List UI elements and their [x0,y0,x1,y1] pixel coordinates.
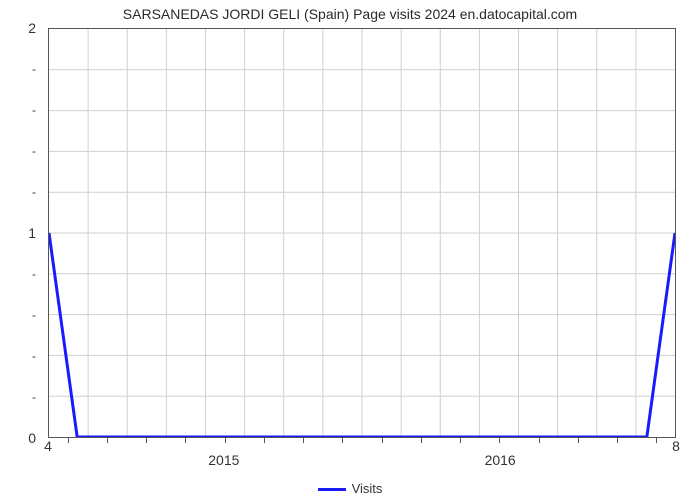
x-minor-tick [617,438,618,443]
grid-group [49,29,675,437]
x-minor-tick [656,438,657,443]
x-range-right: 8 [672,438,680,454]
x-minor-tick [107,438,108,443]
x-tick-label: 2015 [208,452,239,468]
x-tick-label: 2016 [485,452,516,468]
y-minor-tick: - [32,62,36,76]
y-minor-tick: - [32,103,36,117]
y-minor-tick: - [32,144,36,158]
x-minor-tick [146,438,147,443]
y-minor-tick: - [32,349,36,363]
legend-swatch [318,488,346,491]
plot-area [48,28,676,438]
y-axis-labels: 012-------- [0,28,40,438]
x-minor-tick [460,438,461,443]
x-minor-tick [499,438,500,443]
x-minor-tick [68,438,69,443]
legend: Visits [0,481,700,496]
x-minor-tick [225,438,226,443]
x-minor-tick [342,438,343,443]
x-minor-tick [578,438,579,443]
legend-label: Visits [352,481,383,496]
plot-svg [49,29,675,437]
chart-title: SARSANEDAS JORDI GELI (Spain) Page visit… [0,6,700,22]
x-minor-tick [421,438,422,443]
y-tick-label: 1 [28,225,36,241]
x-minor-tick [303,438,304,443]
x-minor-tick [539,438,540,443]
y-minor-tick: - [32,185,36,199]
y-minor-tick: - [32,308,36,322]
x-axis-labels: 4820152016 [48,438,676,478]
x-minor-tick [264,438,265,443]
y-minor-tick: - [32,390,36,404]
y-minor-tick: - [32,267,36,281]
x-minor-tick [185,438,186,443]
x-minor-tick [382,438,383,443]
chart-container: SARSANEDAS JORDI GELI (Spain) Page visit… [0,0,700,500]
x-range-left: 4 [44,438,52,454]
y-tick-label: 2 [28,20,36,36]
y-tick-label: 0 [28,430,36,446]
